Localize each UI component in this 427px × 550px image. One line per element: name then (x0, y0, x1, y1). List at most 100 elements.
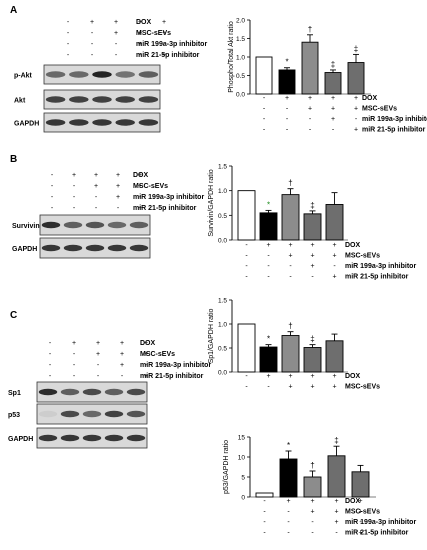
chart-sign: + (334, 498, 338, 505)
blot-sign: - (117, 205, 120, 212)
bar (237, 190, 256, 241)
y-tick-label: 15 (238, 435, 246, 442)
chart-sign: + (358, 530, 362, 537)
bar (278, 69, 296, 95)
chart-sign: + (358, 509, 362, 516)
chart-sign: - (289, 274, 292, 281)
chart-treatment-label: MSC-sEVs (362, 106, 397, 113)
chart-treatment-label: miR 199a-3p inhibitor (362, 116, 427, 123)
blot-treatment-label: DOX (133, 172, 149, 179)
chart-sign: - (311, 530, 314, 537)
bar (324, 72, 342, 95)
blot-band (60, 388, 80, 396)
blot-band-label: GAPDH (12, 246, 37, 253)
blot-treatment-label: miR 21-5p inhibitor (140, 373, 204, 380)
blot-band (45, 96, 66, 103)
blot-band (63, 221, 83, 229)
blot-sign: + (144, 340, 148, 347)
significance-mark: † (288, 179, 292, 188)
chart-sign: - (286, 127, 289, 134)
chart-sign: + (332, 373, 336, 380)
blot-band (107, 221, 127, 229)
chart-sign: - (332, 127, 335, 134)
blot-sign: - (73, 351, 76, 358)
blot-sign: - (73, 362, 76, 369)
blot-treatment-label: MSC-sEVs (136, 30, 171, 37)
blot-sign: + (138, 30, 142, 37)
bar (281, 194, 300, 241)
significance-mark: ‡ (310, 201, 314, 210)
blot-band-label: Akt (14, 98, 26, 105)
blot-treatment-label: DOX (140, 340, 156, 347)
chart-sign: - (263, 519, 266, 526)
blot-band (104, 388, 124, 396)
chart-sign: - (289, 263, 292, 270)
blot-band (115, 96, 135, 103)
blot-sign: - (139, 194, 142, 201)
blot-sign: - (67, 19, 70, 26)
blot-sign: - (91, 41, 94, 48)
blot-sign: + (162, 30, 166, 37)
blot-sign: - (115, 52, 118, 59)
blot-sign: - (95, 194, 98, 201)
blot-sign: - (73, 373, 76, 380)
y-tick-label: 1.0 (236, 55, 245, 62)
bar (255, 56, 273, 95)
significance-mark: † (310, 461, 314, 470)
chart-sign: - (267, 274, 270, 281)
chart-sign: + (310, 253, 314, 260)
blot-band (82, 388, 102, 396)
blot-sign: + (96, 351, 100, 358)
chart-sign: + (331, 95, 335, 102)
chart-treatment-label: miR 199a-3p inhibitor (345, 519, 416, 526)
chart-treatment-label: MSC-sEVs (345, 253, 380, 260)
bar (325, 340, 344, 373)
chart-sign: + (358, 498, 362, 505)
blot-sign: + (72, 172, 76, 179)
chart-treatment-label: miR 21-5p inhibitor (345, 530, 409, 537)
blot-band-label: Sp1 (8, 390, 21, 397)
chart-sign: + (310, 384, 314, 391)
blot-sign: + (138, 205, 142, 212)
chart-sign: + (332, 384, 336, 391)
chart-sign: - (335, 530, 338, 537)
blot-band-label: GAPDH (8, 436, 33, 443)
bar (325, 204, 344, 241)
y-tick-label: 1.5 (218, 298, 227, 305)
y-tick-label: 0 (241, 495, 245, 502)
blot-band (92, 71, 112, 78)
blot-band (126, 410, 146, 418)
y-tick-label: 0.0 (218, 370, 227, 377)
chart-sign: + (310, 242, 314, 249)
chart-sign: - (245, 373, 248, 380)
blot-band-label: GAPDH (14, 121, 39, 128)
chart-sign: - (309, 116, 312, 123)
chart-sign: - (311, 274, 314, 281)
blot-sign: + (94, 172, 98, 179)
blot-treatment-label: miR 21-5p inhibitor (136, 52, 200, 59)
chart-sign: - (263, 127, 266, 134)
blot-sign: + (162, 19, 166, 26)
blot-sign: - (73, 205, 76, 212)
blot-band-label: p-Akt (14, 73, 33, 80)
y-tick-label: 0.0 (218, 238, 227, 245)
blot-band (92, 96, 112, 103)
blot-treatment-label: miR 199a-3p inhibitor (133, 194, 204, 201)
chart-sign: + (332, 253, 336, 260)
significance-mark: ‡ (354, 44, 358, 53)
significance-mark: ‡ (310, 335, 314, 344)
blot-sign: + (138, 172, 142, 179)
blot-sign: + (120, 362, 124, 369)
bar (259, 346, 278, 373)
chart-treatment-label: miR 21-5p inhibitor (345, 274, 409, 281)
chart-sign: - (287, 530, 290, 537)
blot-sign: + (138, 19, 142, 26)
blot-band (129, 221, 149, 229)
blot-band (126, 434, 146, 442)
blot-band (69, 71, 89, 78)
blot-sign: + (72, 340, 76, 347)
chart-sign: - (263, 498, 266, 505)
y-axis-label: Phospho/Total Akt ratio (228, 21, 235, 93)
blot-sign: + (114, 19, 118, 26)
blot-band (126, 388, 146, 396)
